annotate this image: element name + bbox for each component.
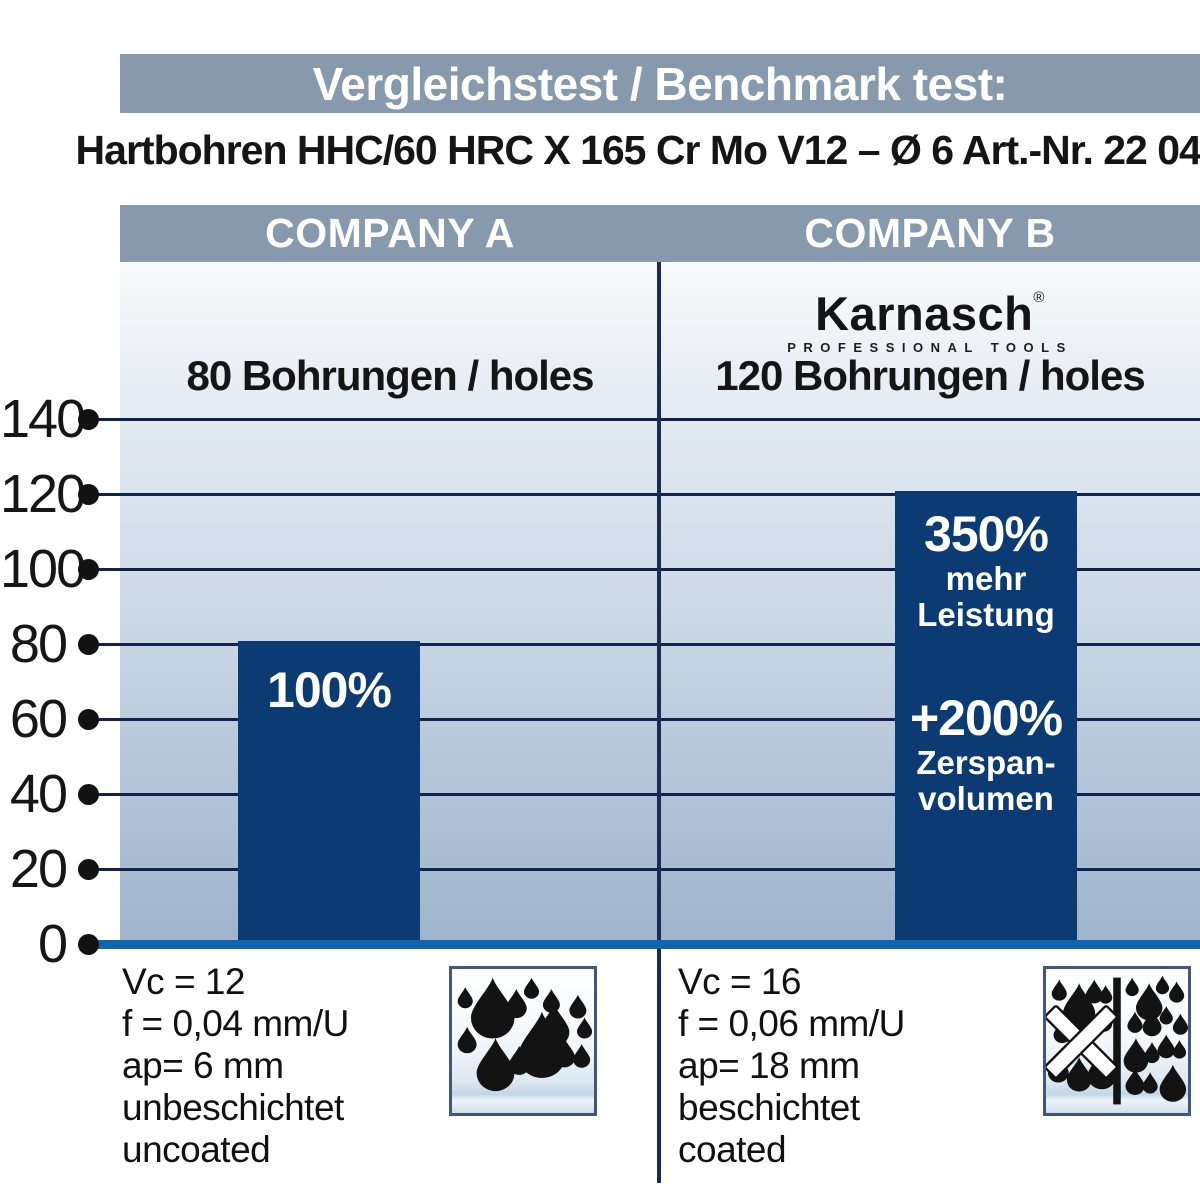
coolant-droplets-svg bbox=[457, 977, 593, 1092]
bar-b-volume-percent: +200% bbox=[909, 690, 1063, 746]
gridline-140 bbox=[88, 418, 1200, 421]
company-a-header: COMPANY A bbox=[265, 210, 515, 256]
bar-company-b: 350% mehr Leistung +200% Zerspan- volume… bbox=[895, 491, 1077, 941]
tick-label-120: 120 bbox=[0, 464, 86, 524]
tick-label-80: 80 bbox=[9, 614, 68, 674]
icon-divider-bar bbox=[1113, 977, 1121, 1105]
bar-b-performance-percent: 350% bbox=[924, 506, 1049, 562]
company-b-holes-label: 120 Bohrungen / holes bbox=[715, 352, 1145, 399]
bar-company-a: 100% bbox=[238, 641, 420, 941]
karnasch-logo-wordmark: Karnasch® bbox=[660, 274, 1200, 338]
bar-b-performance-line1: mehr bbox=[945, 560, 1027, 597]
param-line: ap= 6 mm bbox=[122, 1045, 284, 1086]
tick-dot-80 bbox=[78, 634, 99, 655]
tick-dot-20 bbox=[78, 859, 99, 880]
param-line: coated bbox=[678, 1129, 787, 1170]
tick-label-0: 0 bbox=[37, 914, 68, 974]
tick-label-40: 40 bbox=[9, 764, 68, 824]
brand-name-text: Karnasch bbox=[815, 287, 1034, 340]
gridline-60 bbox=[88, 718, 1200, 721]
title-bar: Vergleichstest / Benchmark test: bbox=[120, 54, 1200, 113]
tick-dot-120 bbox=[78, 484, 99, 505]
param-line: unbeschichtet bbox=[122, 1087, 344, 1128]
param-line: beschichtet bbox=[678, 1087, 860, 1128]
x-axis-baseline bbox=[88, 940, 1200, 949]
brand-tagline: PROFESSIONAL TOOLS bbox=[787, 340, 1073, 355]
tick-label-20: 20 bbox=[9, 839, 68, 899]
param-line: Vc = 16 bbox=[678, 961, 802, 1002]
reduced-coolant-crossed-icon bbox=[1043, 966, 1191, 1116]
company-b-header: COMPANY B bbox=[804, 210, 1056, 256]
company-a-parameters: Vc = 12 f = 0,04 mm/U ap= 6 mm unbeschic… bbox=[122, 961, 452, 1171]
coolant-droplets-icon bbox=[449, 966, 597, 1116]
gridline-120 bbox=[88, 493, 1200, 496]
param-line: f = 0,04 mm/U bbox=[122, 1003, 349, 1044]
tick-dot-0 bbox=[78, 934, 99, 955]
reduced-coolant-svg bbox=[1046, 975, 1188, 1105]
tick-dot-100 bbox=[78, 559, 99, 580]
karnasch-logo: Karnasch® PROFESSIONAL TOOLS bbox=[660, 274, 1200, 355]
param-line: ap= 18 mm bbox=[678, 1045, 860, 1086]
tick-label-140: 140 bbox=[0, 389, 86, 449]
tick-label-100: 100 bbox=[0, 539, 86, 599]
param-line: uncoated bbox=[122, 1129, 271, 1170]
page-title: Vergleichstest / Benchmark test: bbox=[312, 57, 1008, 110]
company-header-bar: COMPANY A COMPANY B bbox=[120, 205, 1200, 262]
bar-b-performance-line2: Leistung bbox=[917, 596, 1055, 633]
company-b-parameters: Vc = 16 f = 0,06 mm/U ap= 18 mm beschich… bbox=[678, 961, 1008, 1171]
registered-trademark-symbol: ® bbox=[1033, 289, 1045, 306]
bar-b-volume-line1: Zerspan- bbox=[916, 744, 1056, 781]
gridline-40 bbox=[88, 793, 1200, 796]
tick-dot-40 bbox=[78, 784, 99, 805]
param-line: Vc = 12 bbox=[122, 961, 246, 1002]
param-line: f = 0,06 mm/U bbox=[678, 1003, 905, 1044]
tick-dot-60 bbox=[78, 709, 99, 730]
gridline-20 bbox=[88, 868, 1200, 871]
gridline-80 bbox=[88, 643, 1200, 646]
tick-label-60: 60 bbox=[9, 689, 68, 749]
column-divider-line bbox=[657, 262, 661, 1183]
white-x-mark bbox=[1046, 1005, 1118, 1079]
gridline-100 bbox=[88, 568, 1200, 571]
tick-dot-140 bbox=[78, 409, 99, 430]
bar-a-percent-label: 100% bbox=[267, 662, 392, 718]
company-a-holes-label: 80 Bohrungen / holes bbox=[186, 352, 594, 399]
bar-b-volume-line2: volumen bbox=[918, 780, 1054, 817]
page-subtitle: Hartbohren HHC/60 HRC X 165 Cr Mo V12 – … bbox=[75, 126, 1200, 173]
